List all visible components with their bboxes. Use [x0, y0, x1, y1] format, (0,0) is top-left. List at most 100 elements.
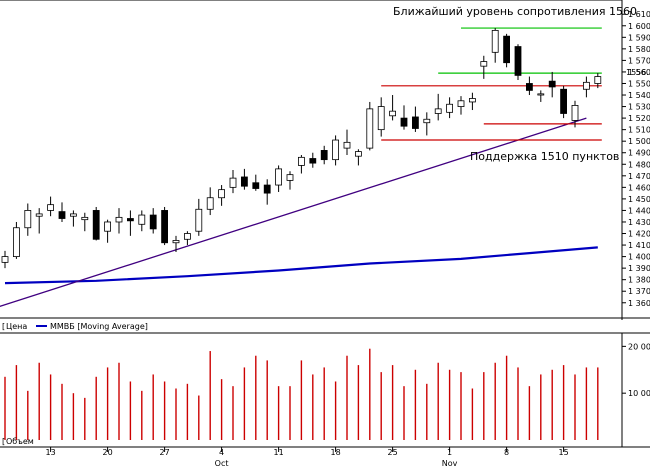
- candle-body-up: [172, 240, 180, 244]
- price-tick-label: 1 370: [628, 287, 650, 296]
- date-tick-label: 13: [46, 448, 56, 457]
- moving-average-line: [4, 246, 598, 285]
- candle-body-up: [457, 100, 465, 107]
- moving-average: [4, 246, 598, 285]
- candle-body-up: [138, 214, 146, 225]
- candle-body-down: [400, 117, 408, 127]
- price-tick-label: 1 420: [628, 230, 650, 239]
- candle-body-up: [81, 216, 89, 221]
- candle-body-up: [377, 106, 385, 131]
- candle-body-down: [149, 214, 157, 230]
- candle-body-up: [35, 213, 43, 217]
- volume-tick-label: 20 000: [628, 342, 650, 351]
- volume-legend: [ Объем: [2, 437, 34, 446]
- candle-body-up: [47, 204, 54, 211]
- candle-body-up: [343, 141, 351, 149]
- candle-body-up: [389, 110, 397, 117]
- candle-body-up: [491, 29, 499, 53]
- candle-body-up: [24, 210, 32, 229]
- candle-body-up: [468, 98, 476, 103]
- candle-body-up: [480, 61, 488, 67]
- price-tick-label: 1 610: [628, 10, 650, 19]
- candle-body-down: [320, 150, 328, 161]
- price-tick-label: 1 590: [628, 33, 650, 42]
- date-tick-label: 20: [103, 448, 113, 457]
- candle-body-up: [12, 227, 20, 258]
- candle-body-down: [560, 88, 567, 114]
- support-trendline: [0, 117, 587, 307]
- price-tick-label: 1 520: [628, 114, 650, 123]
- volume-legend-label: Объем: [6, 437, 34, 446]
- resistance-annotation: Ближайший уровень сопротивления 1560: [393, 5, 637, 18]
- candle-body-up: [1, 256, 9, 263]
- candle-body-up: [332, 139, 340, 161]
- candle-body-down: [240, 176, 248, 187]
- candle-body-up: [206, 197, 214, 210]
- ma-legend-label: ММВБ [Moving Average]: [50, 322, 148, 331]
- price-tick-label: 1 490: [628, 149, 650, 158]
- price-tick-label: 1 600: [628, 22, 650, 31]
- trendline: [0, 117, 587, 307]
- svg-text:[: [: [2, 322, 5, 331]
- candle-body-down: [161, 210, 169, 244]
- candle-body-up: [286, 174, 294, 181]
- date-tick-label: 25: [388, 448, 398, 457]
- candle-body-up: [583, 81, 590, 90]
- month-label: Oct: [215, 459, 229, 468]
- candle-body-down: [58, 211, 66, 219]
- candle-body-up: [354, 151, 362, 157]
- candle-body-down: [92, 210, 100, 240]
- price-tick-label: 1 440: [628, 206, 650, 215]
- price-tick-label: 1 540: [628, 91, 650, 100]
- volume-bars: [4, 348, 599, 440]
- price-tick-label: 1 400: [628, 253, 650, 262]
- date-tick-label: 18: [331, 448, 341, 457]
- candle-body-up: [423, 118, 431, 124]
- date-tick-label: 11: [274, 448, 284, 457]
- date-tick-label: 15: [559, 448, 569, 457]
- candle-body-up: [104, 221, 111, 232]
- candle-body-up: [366, 108, 374, 149]
- candle-body-down: [411, 116, 419, 129]
- candle-body-down: [263, 184, 271, 194]
- candle-body-up: [571, 105, 579, 121]
- date-tick-label: 4: [219, 448, 224, 457]
- candle-body-up: [446, 103, 454, 113]
- price-tick-label: 1 430: [628, 218, 650, 227]
- price-tick-label: 1 500: [628, 137, 650, 146]
- horizontal-levels: [381, 27, 602, 141]
- price-legend-label: Цена: [6, 322, 27, 331]
- month-label: Nov: [442, 459, 458, 468]
- price-tick-label: 1 510: [628, 126, 650, 135]
- candle-body-down: [514, 46, 522, 76]
- candle-body-up: [70, 213, 77, 217]
- price-tick-label: 1 380: [628, 276, 650, 285]
- candle-body-down: [127, 218, 134, 222]
- price-legend: [ Цена ММВБ [Moving Average]: [2, 322, 148, 331]
- candle-body-down: [309, 158, 317, 164]
- price-tick-label: 1 390: [628, 264, 650, 273]
- date-tick-label: 27: [160, 448, 170, 457]
- candle-body-up: [115, 216, 123, 223]
- price-tick-label: 1 480: [628, 160, 650, 169]
- candle-body-down: [252, 182, 260, 189]
- price-tick-label: 1 470: [628, 172, 650, 181]
- support-annotation: Поддержка 1510 пунктов: [470, 150, 619, 163]
- candle-body-up: [434, 108, 442, 114]
- candle-body-up: [229, 177, 237, 188]
- price-tick-label: 1 550: [628, 79, 650, 88]
- candle-body-down: [526, 83, 533, 91]
- volume-tick-label: 10 000: [628, 389, 650, 398]
- last-price-label: 1556.: [626, 68, 649, 77]
- date-tick-label: 1: [447, 448, 452, 457]
- candle-body-up: [183, 233, 191, 240]
- candle-body-down: [503, 35, 511, 64]
- candle-body-up: [218, 189, 226, 199]
- price-tick-label: 1 580: [628, 45, 650, 54]
- date-tick-label: 8: [504, 448, 509, 457]
- price-tick-label: 1 530: [628, 103, 650, 112]
- price-tick-label: 1 560: [628, 68, 650, 77]
